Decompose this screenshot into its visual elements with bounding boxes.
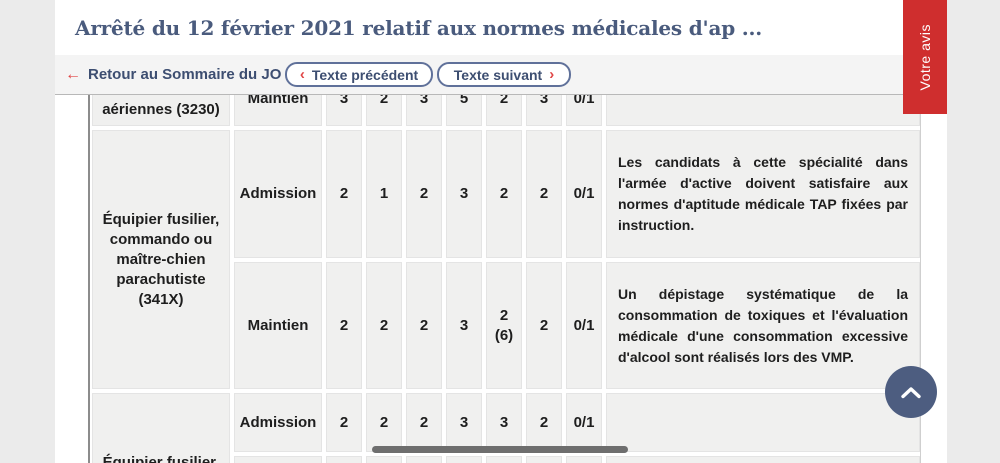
cell-value-clipped xyxy=(366,456,402,463)
cell-value: 3 xyxy=(486,393,522,452)
cell-value: 2 xyxy=(326,393,362,452)
previous-text-button[interactable]: ‹ Texte précédent xyxy=(285,62,433,87)
previous-text-label: Texte précédent xyxy=(311,66,419,83)
cell-value-clipped xyxy=(566,456,602,463)
observation-text: Un dépistage systématique de la consomma… xyxy=(618,285,908,365)
cell-type-admission: Admission xyxy=(234,393,322,452)
cell-value: 2 xyxy=(326,262,362,389)
cell-value: 2 xyxy=(526,262,562,389)
cell-value: 2 xyxy=(326,130,362,258)
cell-observation-maintien: Un dépistage systématique de la consomma… xyxy=(606,262,920,389)
back-link-label: Retour au Sommaire du JO xyxy=(88,66,282,83)
cell-value: 1 xyxy=(366,130,402,258)
cell-value-clipped xyxy=(526,456,562,463)
cell-observation-empty xyxy=(606,393,920,452)
cell-value: 2 xyxy=(366,393,402,452)
cell-value-clipped xyxy=(446,456,482,463)
cell-type-clipped xyxy=(234,456,322,463)
horizontal-scrollbar-thumb[interactable] xyxy=(372,446,628,453)
cell-type-admission: Admission xyxy=(234,130,322,258)
cell-value-footnote: 2 (6) xyxy=(486,262,522,389)
cell-value: 3 xyxy=(446,130,482,258)
scroll-to-top-button[interactable] xyxy=(885,366,937,418)
cell-value: 3 xyxy=(446,262,482,389)
chevron-up-icon xyxy=(901,386,921,398)
cell-value: 2 xyxy=(406,130,442,258)
page-title: Arrêté du 12 février 2021 relatif aux no… xyxy=(75,15,763,40)
table-left-border xyxy=(88,71,90,463)
cell-value: 2 xyxy=(366,262,402,389)
chevron-right-icon: › xyxy=(549,66,555,83)
observation-text: Les candidats à cette spécialité dans l'… xyxy=(618,154,908,233)
cell-value: 0/1 xyxy=(566,262,602,389)
cell-observation-admission: Les candidats à cette spécialité dans l'… xyxy=(606,130,920,258)
cell-rubric-341x: Équipier fusilier, commando ou maître-ch… xyxy=(92,130,230,389)
next-text-label: Texte suivant xyxy=(453,66,543,83)
next-text-button[interactable]: Texte suivant › xyxy=(437,62,571,87)
chevron-left-icon: ‹ xyxy=(299,66,305,83)
cell-rubric-partial: Équipier fusilier, xyxy=(92,393,230,463)
cell-value: 0/1 xyxy=(566,393,602,452)
cell-value: 0/1 xyxy=(566,130,602,258)
cell-value: 3 xyxy=(446,393,482,452)
back-arrow-icon: ← xyxy=(65,65,81,83)
cell-observation-clipped xyxy=(606,456,920,463)
cell-value: 2 xyxy=(526,393,562,452)
cell-value: 2 xyxy=(486,130,522,258)
back-to-summary-link[interactable]: ← Retour au Sommaire du JO xyxy=(65,55,281,94)
feedback-tab[interactable]: Votre avis xyxy=(903,0,947,114)
feedback-tab-label: Votre avis xyxy=(917,23,933,91)
title-bar: Arrêté du 12 février 2021 relatif aux no… xyxy=(55,0,947,55)
cell-value: 2 xyxy=(406,393,442,452)
cell-value: 2 xyxy=(406,262,442,389)
cell-value: 2 xyxy=(526,130,562,258)
cell-value-clipped xyxy=(486,456,522,463)
cell-value-clipped xyxy=(406,456,442,463)
cell-type-maintien: Maintien xyxy=(234,262,322,389)
cell-value-clipped xyxy=(326,456,362,463)
table-right-border xyxy=(920,97,921,463)
nav-bar: ← Retour au Sommaire du JO ‹ Texte précé… xyxy=(55,55,947,95)
